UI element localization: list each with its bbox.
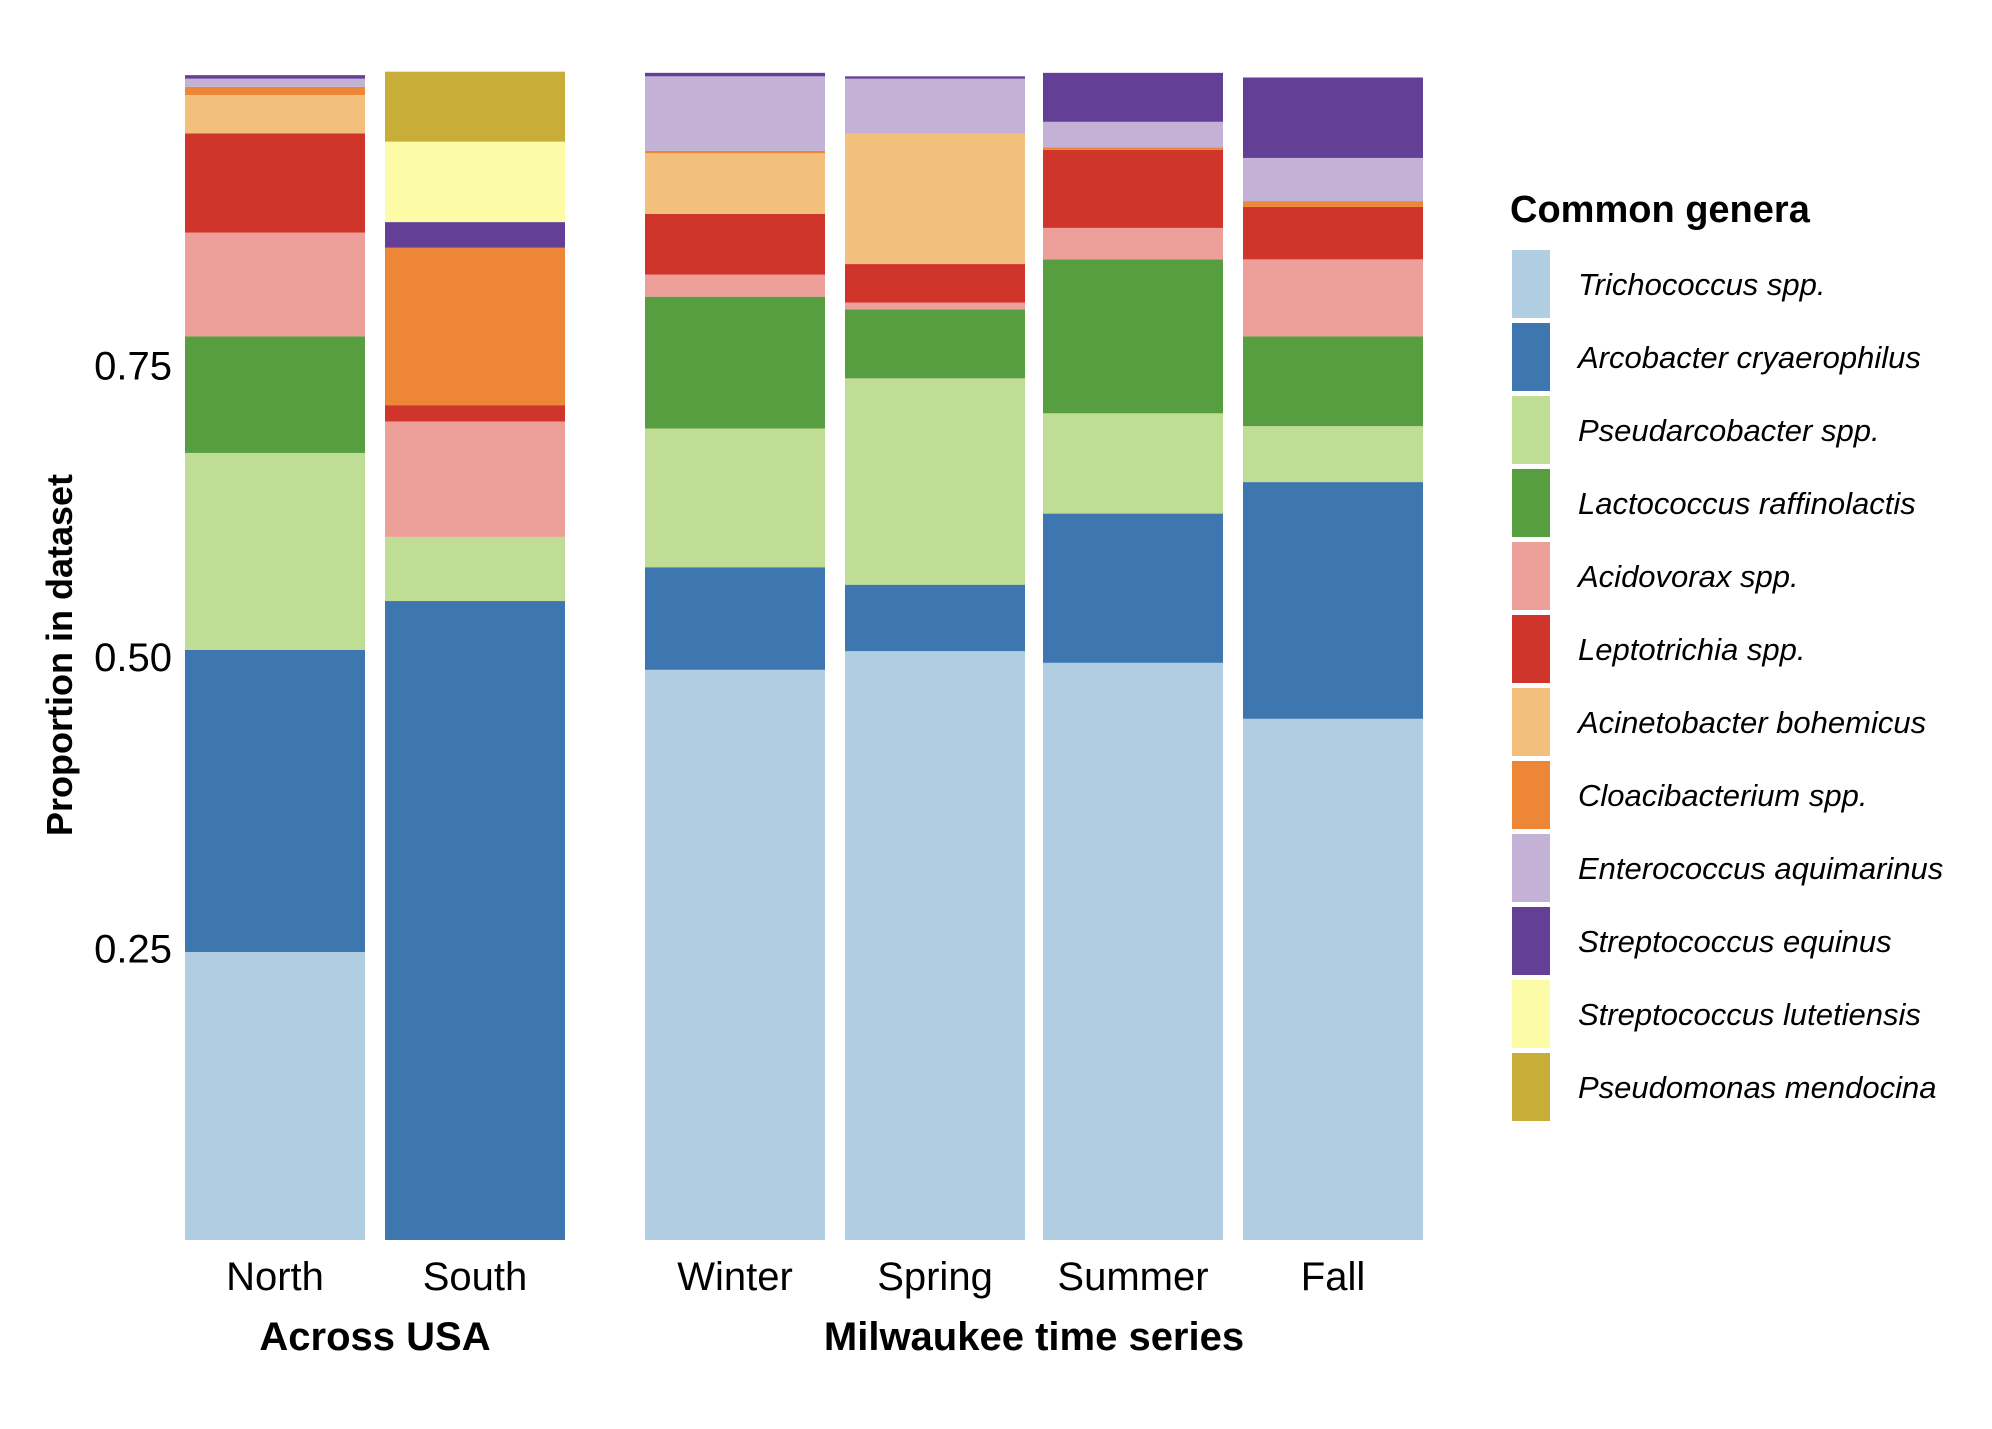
x-axis: North South Winter Spring Summer Fall Across U… — [226, 1255, 1365, 1359]
y-tick-label: 0.25 — [94, 928, 172, 972]
legend-label: Arcobacter cryaerophilus — [1576, 340, 1921, 375]
bar-segment-fall-3 — [1243, 336, 1423, 427]
bar-segment-north-3 — [185, 336, 365, 453]
x-tick-label: Winter — [677, 1255, 793, 1299]
bar-segment-spring-9 — [845, 76, 1025, 79]
legend-swatch — [1512, 323, 1550, 391]
legend-swatch — [1512, 980, 1550, 1048]
bar-segment-north-1 — [185, 650, 365, 952]
legend-swatch — [1512, 396, 1550, 464]
bar-segment-summer-0 — [1043, 662, 1223, 1240]
bar-segment-summer-4 — [1043, 227, 1223, 260]
legend-label: Leptotrichia spp. — [1578, 632, 1805, 667]
legend-swatch — [1512, 688, 1550, 756]
legend-label: Acidovorax spp. — [1576, 559, 1799, 594]
bar-segment-south-9 — [385, 222, 565, 248]
bar-segment-south-5 — [385, 405, 565, 422]
bar-segment-north-5 — [185, 133, 365, 233]
legend-label: Trichococcus spp. — [1578, 267, 1826, 302]
bar-segment-north-6 — [185, 94, 365, 134]
legend-label: Acinetobacter bohemicus — [1576, 705, 1926, 740]
legend-label: Pseudomonas mendocina — [1578, 1070, 1936, 1105]
x-tick-label: South — [423, 1255, 528, 1299]
bar-segment-winter-1 — [645, 567, 825, 670]
bar-segment-winter-9 — [645, 72, 825, 77]
bar-segment-summer-7 — [1043, 147, 1223, 150]
x-group-label: Across USA — [259, 1315, 490, 1359]
legend-label: Streptococcus equinus — [1578, 924, 1892, 959]
bar-segment-south-7 — [385, 247, 565, 406]
bar-segment-fall-4 — [1243, 259, 1423, 337]
bar-segment-spring-8 — [845, 78, 1025, 134]
bar-segment-winter-2 — [645, 428, 825, 568]
legend-swatch — [1512, 907, 1550, 975]
legend-swatch — [1512, 542, 1550, 610]
bar-segment-fall-9 — [1243, 77, 1423, 158]
legend-label: Cloacibacterium spp. — [1578, 778, 1867, 813]
bar-segment-north-9 — [185, 75, 365, 79]
bar-segment-spring-2 — [845, 378, 1025, 585]
x-tick-label: Fall — [1301, 1255, 1365, 1299]
bar-segment-north-4 — [185, 232, 365, 337]
legend-swatch — [1512, 761, 1550, 829]
y-tick-label: 0.50 — [94, 636, 172, 680]
x-group-label: Milwaukee time series — [824, 1315, 1244, 1359]
bar-segment-spring-3 — [845, 309, 1025, 379]
y-axis-label: Proportion in dataset — [39, 474, 80, 836]
bar-segment-spring-5 — [845, 264, 1025, 303]
bar-segment-fall-1 — [1243, 482, 1423, 719]
bar-segment-fall-8 — [1243, 157, 1423, 202]
bar-segment-winter-8 — [645, 76, 825, 151]
legend-swatch — [1512, 469, 1550, 537]
bar-segment-winter-6 — [645, 153, 825, 214]
bar-segment-summer-2 — [1043, 413, 1223, 514]
legend-label: Pseudarcobacter spp. — [1578, 413, 1880, 448]
x-tick-label: Summer — [1057, 1255, 1208, 1299]
bar-segment-spring-1 — [845, 584, 1025, 652]
bar-segment-north-2 — [185, 452, 365, 651]
bar-segment-summer-3 — [1043, 259, 1223, 414]
legend-swatch — [1512, 250, 1550, 318]
bar-segment-fall-5 — [1243, 206, 1423, 260]
bar-segment-south-11 — [385, 71, 565, 142]
bar-segment-north-8 — [185, 78, 365, 87]
legend-swatch — [1512, 1053, 1550, 1121]
legend-label: Enterococcus aquimarinus — [1578, 851, 1943, 886]
bar-segment-south-10 — [385, 141, 565, 223]
bar-segment-summer-5 — [1043, 149, 1223, 228]
bar-segment-south-4 — [385, 421, 565, 537]
legend-label: Streptococcus lutetiensis — [1578, 997, 1921, 1032]
legend-title: Common genera — [1510, 189, 1811, 231]
bar-segment-summer-9 — [1043, 72, 1223, 122]
bar-segment-fall-0 — [1243, 718, 1423, 1240]
bar-segment-spring-0 — [845, 651, 1025, 1240]
bar-segment-south-1 — [385, 601, 565, 1240]
legend-swatch — [1512, 834, 1550, 902]
bar-segment-winter-3 — [645, 296, 825, 429]
bar-segment-spring-4 — [845, 302, 1025, 310]
bar-segment-winter-4 — [645, 274, 825, 297]
x-tick-label: Spring — [877, 1255, 993, 1299]
bars-layer — [185, 71, 1423, 1240]
bar-segment-fall-2 — [1243, 426, 1423, 483]
legend: Common genera Trichococcus spp. Arcobacte… — [1510, 189, 1943, 1121]
legend-label: Lactococcus raffinolactis — [1578, 486, 1916, 521]
bar-segment-north-7 — [185, 86, 365, 95]
y-axis: 0.25 0.50 0.75 — [94, 345, 172, 972]
legend-swatch — [1512, 615, 1550, 683]
bar-segment-south-2 — [385, 536, 565, 602]
bar-segment-summer-1 — [1043, 513, 1223, 663]
bar-segment-summer-8 — [1043, 121, 1223, 148]
bar-segment-north-0 — [185, 951, 365, 1240]
x-tick-label: North — [226, 1255, 324, 1299]
bar-segment-winter-0 — [645, 669, 825, 1240]
bar-segment-spring-6 — [845, 133, 1025, 265]
bar-segment-fall-7 — [1243, 201, 1423, 207]
bar-segment-winter-5 — [645, 213, 825, 275]
y-tick-label: 0.75 — [94, 345, 172, 389]
bar-segment-winter-7 — [645, 150, 825, 154]
